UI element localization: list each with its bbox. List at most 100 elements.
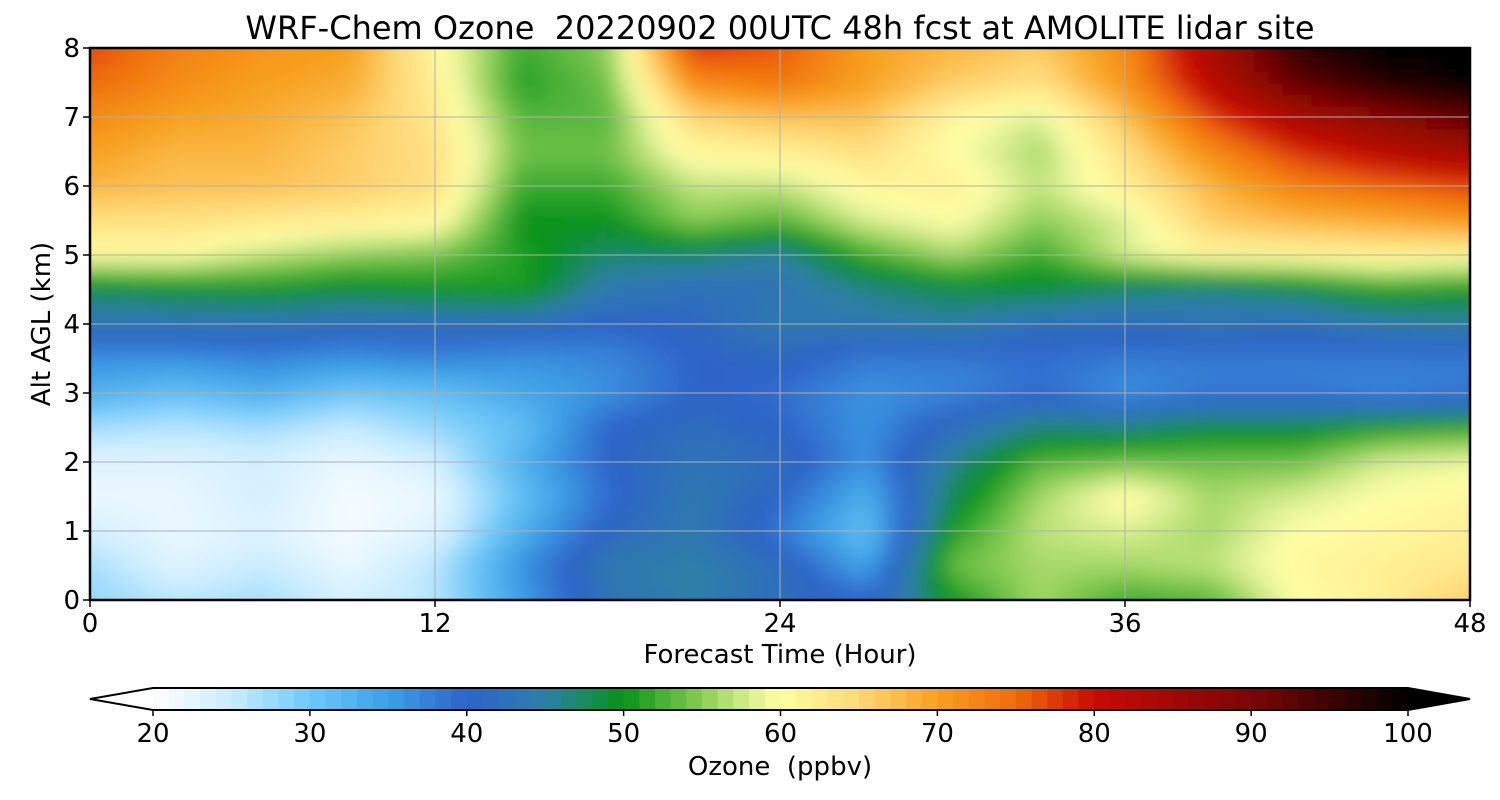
heatmap-cell bbox=[650, 312, 666, 325]
heatmap-cell bbox=[636, 381, 652, 394]
heatmap-cell bbox=[435, 14, 450, 26]
heatmap-cell bbox=[1110, 508, 1126, 521]
heatmap-cell bbox=[1297, 462, 1313, 475]
heatmap-cell bbox=[966, 531, 982, 544]
heatmap-cell bbox=[938, 197, 954, 210]
heatmap-cell bbox=[895, 473, 910, 486]
heatmap-cell bbox=[219, 59, 235, 72]
heatmap-cell bbox=[391, 324, 407, 337]
heatmap-cell bbox=[391, 508, 407, 521]
heatmap-cell bbox=[981, 427, 997, 440]
heatmap-cell bbox=[320, 289, 335, 302]
heatmap-cell bbox=[808, 370, 824, 383]
heatmap-cell bbox=[535, 163, 551, 176]
heatmap-cell bbox=[1096, 324, 1112, 337]
heatmap-cell bbox=[1110, 266, 1126, 279]
heatmap-cell bbox=[535, 462, 551, 475]
heatmap-cell bbox=[219, 140, 235, 153]
heatmap-cell bbox=[765, 324, 781, 337]
heatmap-cell bbox=[176, 48, 192, 61]
heatmap-cell bbox=[1168, 140, 1184, 153]
heatmap-cell bbox=[205, 450, 220, 463]
heatmap-cell bbox=[578, 427, 594, 440]
heatmap-cell bbox=[765, 209, 781, 222]
heatmap-cell bbox=[1297, 577, 1313, 590]
heatmap-cell bbox=[593, 393, 609, 406]
heatmap-cell bbox=[981, 381, 997, 394]
heatmap-cell bbox=[823, 289, 839, 302]
heatmap-cell bbox=[492, 485, 508, 498]
heatmap-cell bbox=[435, 94, 450, 107]
heatmap-cell bbox=[363, 393, 379, 406]
heatmap-cell bbox=[938, 278, 954, 291]
heatmap-cell bbox=[392, 612, 407, 624]
heatmap-cell bbox=[952, 565, 968, 578]
heatmap-cell bbox=[736, 289, 752, 302]
heatmap-cell bbox=[1340, 59, 1356, 72]
heatmap-cell bbox=[90, 554, 105, 567]
heatmap-cell bbox=[837, 347, 853, 360]
heatmap-cell bbox=[463, 232, 479, 245]
heatmap-cell bbox=[1283, 531, 1299, 544]
heatmap-cell bbox=[248, 370, 264, 383]
heatmap-cell bbox=[564, 301, 580, 314]
heatmap-cell bbox=[1311, 542, 1327, 555]
heatmap-cell bbox=[334, 404, 350, 417]
heatmap-cell bbox=[1340, 186, 1356, 199]
heatmap-cell bbox=[506, 554, 522, 567]
heatmap-cell bbox=[205, 496, 220, 509]
heatmap-cell bbox=[1254, 508, 1270, 521]
heatmap-cell bbox=[1254, 600, 1269, 612]
heatmap-cell bbox=[176, 381, 192, 394]
heatmap-cell bbox=[190, 358, 206, 371]
heatmap-cell bbox=[823, 496, 839, 509]
heatmap-cell bbox=[219, 324, 235, 337]
heatmap-cell bbox=[320, 117, 335, 130]
heatmap-cell bbox=[1297, 439, 1313, 452]
heatmap-cell bbox=[420, 588, 436, 600]
heatmap-cell bbox=[636, 117, 652, 130]
heatmap-cell bbox=[1010, 496, 1025, 509]
heatmap-cell bbox=[521, 14, 536, 26]
heatmap-cell bbox=[1311, 393, 1327, 406]
heatmap-cell bbox=[607, 485, 623, 498]
heatmap-cell bbox=[679, 128, 695, 141]
heatmap-cell bbox=[1211, 404, 1227, 417]
heatmap-cell bbox=[248, 163, 264, 176]
heatmap-cell bbox=[1283, 416, 1299, 429]
heatmap-cell bbox=[823, 600, 838, 612]
heatmap-cell bbox=[650, 393, 666, 406]
heatmap-cell bbox=[320, 209, 335, 222]
heatmap-cell bbox=[1326, 416, 1342, 429]
heatmap-cell bbox=[1240, 94, 1255, 107]
heatmap-cell bbox=[751, 163, 767, 176]
heatmap-cell bbox=[837, 450, 853, 463]
heatmap-cell bbox=[464, 14, 479, 26]
heatmap-cell bbox=[1369, 404, 1385, 417]
heatmap-cell bbox=[1096, 508, 1112, 521]
heatmap-cell bbox=[1254, 82, 1270, 95]
heatmap-cell bbox=[1240, 174, 1255, 187]
heatmap-cell bbox=[693, 117, 709, 130]
heatmap-cell bbox=[1283, 600, 1298, 612]
heatmap-cell bbox=[104, 243, 120, 256]
heatmap-cell bbox=[780, 335, 795, 348]
heatmap-cell bbox=[1125, 255, 1140, 268]
heatmap-cell bbox=[1311, 531, 1327, 544]
heatmap-cell bbox=[1283, 59, 1299, 72]
heatmap-cell bbox=[161, 416, 177, 429]
heatmap-cell bbox=[1182, 151, 1198, 164]
heatmap-cell bbox=[636, 439, 652, 452]
heatmap-cell bbox=[521, 197, 537, 210]
heatmap-cell bbox=[118, 312, 134, 325]
heatmap-cell bbox=[650, 439, 666, 452]
heatmap-cell bbox=[406, 542, 422, 555]
heatmap-cell bbox=[1283, 577, 1299, 590]
heatmap-cell bbox=[996, 623, 1011, 635]
heatmap-cell bbox=[118, 220, 134, 233]
heatmap-cell bbox=[722, 243, 738, 256]
heatmap-cell bbox=[248, 255, 264, 268]
heatmap-cell bbox=[837, 266, 853, 279]
heatmap-cell bbox=[363, 427, 379, 440]
heatmap-cell bbox=[1355, 163, 1370, 176]
